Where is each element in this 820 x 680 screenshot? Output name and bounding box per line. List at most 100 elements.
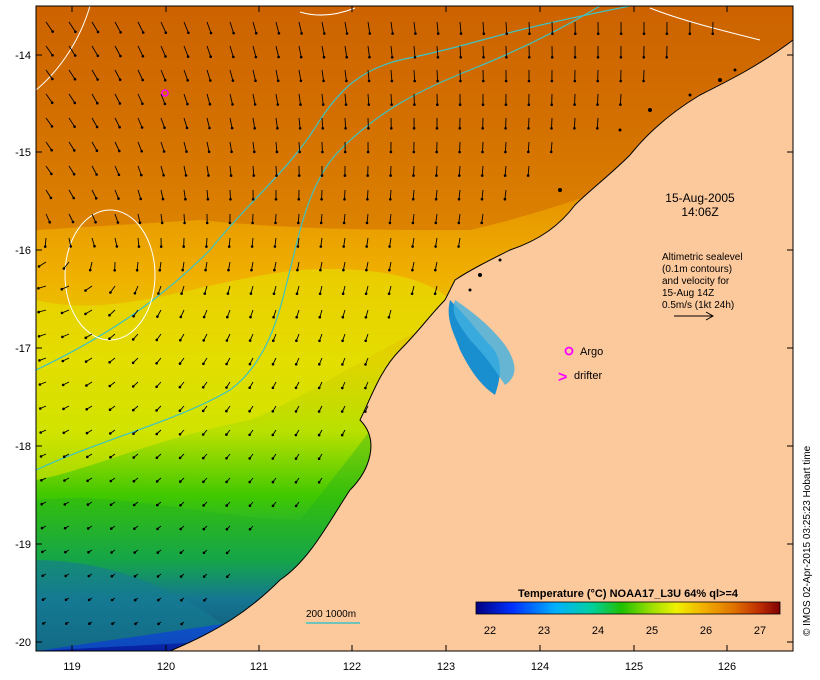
- velocity-vector-head: [250, 245, 254, 248]
- velocity-vector-head: [434, 197, 438, 201]
- velocity-vector: [367, 93, 370, 105]
- velocity-vector-head: [155, 338, 159, 342]
- velocity-vector-head: [345, 32, 349, 35]
- velocity-vector-head: [340, 410, 344, 413]
- bathymetry-contour-200m: [36, 6, 631, 371]
- velocity-vector-head: [131, 361, 135, 365]
- velocity-vector-head: [115, 245, 119, 248]
- velocity-vector-head: [642, 56, 646, 59]
- velocity-vector-head: [132, 479, 136, 483]
- velocity-vector: [206, 69, 211, 81]
- velocity-vector-head: [84, 289, 87, 292]
- velocity-vector-head: [226, 292, 230, 295]
- velocity-vector-head: [179, 504, 182, 507]
- altimetry-line: and velocity for: [662, 276, 730, 287]
- velocity-vector-head: [163, 102, 167, 106]
- velocity-vector: [183, 21, 189, 33]
- velocity-vector: [297, 237, 300, 247]
- velocity-vector-head: [63, 503, 67, 506]
- velocity-vector: [435, 165, 438, 176]
- velocity-vector-head: [434, 245, 437, 248]
- velocity-vector-head: [37, 310, 40, 314]
- velocity-vector-head: [203, 292, 207, 295]
- velocity-vector-head: [317, 410, 321, 413]
- velocity-vector-head: [141, 54, 145, 58]
- velocity-vector: [412, 237, 415, 247]
- velocity-vector: [229, 69, 234, 81]
- velocity-vector: [413, 45, 416, 58]
- velocity-vector-head: [248, 433, 251, 437]
- velocity-vector: [252, 69, 256, 81]
- velocity-vector-head: [505, 32, 509, 35]
- velocity-vector-head: [64, 574, 67, 578]
- velocity-vector: [229, 21, 235, 34]
- velocity-vector: [390, 45, 393, 58]
- altimetry-legend: Altimetric sealevel (0.1m contours) and …: [662, 252, 743, 321]
- velocity-vector-head: [41, 550, 44, 554]
- velocity-vector-head: [367, 127, 370, 130]
- velocity-vector-head: [574, 32, 577, 35]
- velocity-vector: [344, 189, 346, 200]
- velocity-vector: [63, 261, 70, 269]
- x-tick-label: 125: [625, 661, 643, 673]
- velocity-vector-head: [364, 410, 367, 413]
- velocity-vector: [413, 69, 416, 82]
- velocity-vector-head: [118, 149, 121, 153]
- velocity-vector: [68, 93, 76, 104]
- velocity-vector-head: [299, 79, 303, 83]
- velocity-vector: [45, 213, 51, 223]
- velocity-vector: [114, 189, 119, 199]
- velocity-vector: [344, 21, 348, 34]
- velocity-vector-head: [60, 311, 64, 315]
- velocity-vector-head: [86, 479, 89, 483]
- velocity-vector: [275, 117, 278, 129]
- velocity-vector-head: [457, 245, 460, 248]
- velocity-vector: [435, 189, 438, 200]
- velocity-vector-head: [230, 150, 233, 154]
- velocity-vector: [528, 117, 530, 129]
- velocity-vector-head: [207, 174, 210, 177]
- velocity-vector-head: [95, 149, 99, 152]
- velocity-vector: [68, 69, 76, 80]
- velocity-vector: [252, 93, 256, 105]
- velocity-vector-head: [50, 125, 54, 128]
- velocity-vector: [390, 69, 393, 82]
- velocity-vector: [459, 21, 462, 34]
- velocity-vector-head: [459, 32, 463, 35]
- velocity-vector: [114, 93, 121, 104]
- velocity-vector: [573, 117, 576, 129]
- velocity-vector-head: [322, 79, 325, 83]
- velocity-vector: [228, 237, 231, 247]
- temperature-colorbar: Temperature (°C) NOAA17_L3U 64% ql>=4 22…: [475, 588, 781, 637]
- velocity-vector: [482, 141, 484, 153]
- velocity-vector-head: [412, 174, 415, 177]
- velocity-vector-head: [619, 103, 622, 106]
- velocity-vector-head: [271, 362, 275, 366]
- velocity-vector-head: [158, 268, 162, 272]
- velocity-vector-head: [225, 433, 228, 436]
- velocity-vector-head: [527, 79, 531, 83]
- velocity-vector-head: [131, 338, 135, 341]
- y-tick-label: -15: [15, 147, 31, 159]
- velocity-vector-head: [185, 126, 189, 130]
- velocity-vector-head: [62, 431, 66, 435]
- velocity-vector-head: [119, 31, 122, 34]
- velocity-vector-head: [156, 527, 159, 531]
- velocity-vector-head: [298, 127, 302, 130]
- velocity-vector-head: [294, 433, 298, 437]
- velocity-vector-head: [389, 198, 392, 201]
- velocity-vector-head: [51, 54, 54, 57]
- velocity-vector: [183, 69, 189, 81]
- velocity-vector-head: [504, 150, 507, 154]
- colorbar-tick: 26: [700, 625, 712, 637]
- velocity-vector-head: [208, 102, 212, 106]
- velocity-vector-head: [63, 526, 67, 530]
- velocity-vector: [229, 165, 232, 176]
- velocity-vector-head: [202, 575, 206, 578]
- velocity-vector-head: [227, 268, 230, 272]
- velocity-vector-head: [202, 527, 206, 531]
- velocity-vector-head: [642, 32, 646, 35]
- velocity-vector-head: [482, 79, 485, 83]
- velocity-vector-head: [341, 386, 344, 390]
- velocity-vector: [388, 261, 392, 271]
